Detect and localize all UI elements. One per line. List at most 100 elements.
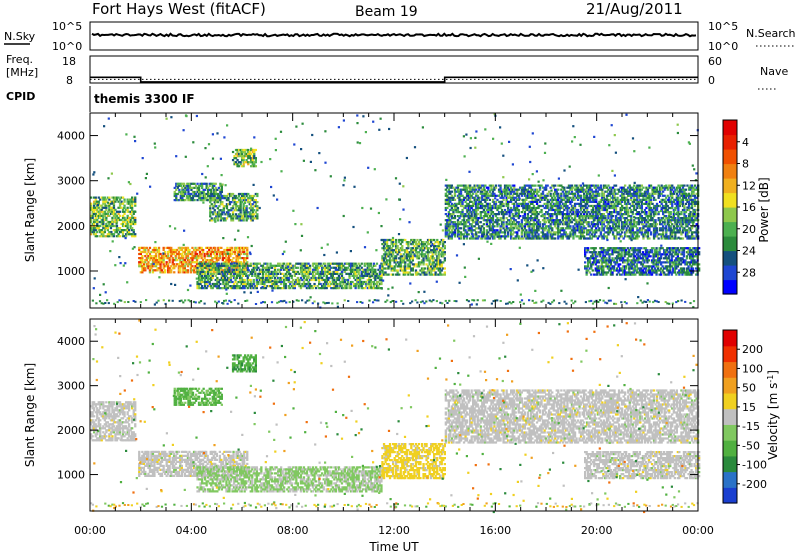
power-cell <box>475 221 478 224</box>
power-cell <box>494 200 498 203</box>
power-cell <box>465 225 469 228</box>
power-cell <box>290 268 293 271</box>
power-cell <box>417 261 421 264</box>
power-cell <box>349 262 353 265</box>
power-cell <box>234 278 237 282</box>
power-cell <box>115 196 119 199</box>
power-cell <box>207 264 210 267</box>
power-cell <box>105 204 108 207</box>
power-cell <box>157 259 161 262</box>
power-cell <box>250 199 253 202</box>
power-cell <box>557 227 560 230</box>
power-cell <box>168 257 171 260</box>
power-cell <box>90 204 93 207</box>
power-cell <box>473 208 476 212</box>
power-cell <box>126 218 129 222</box>
power-cell <box>230 248 234 252</box>
power-cell <box>422 247 425 250</box>
power-cell <box>522 188 525 191</box>
power-cell <box>496 217 499 220</box>
power-cell <box>173 265 176 268</box>
power-cell <box>475 217 478 220</box>
power-cell <box>194 250 197 254</box>
power-cell <box>198 255 202 258</box>
power-cell <box>395 243 398 246</box>
power-cell <box>369 285 372 288</box>
power-cell <box>132 222 135 226</box>
power-cell <box>192 257 196 260</box>
power-cell <box>196 285 199 288</box>
power-cell <box>293 274 296 277</box>
power-cell <box>529 215 533 218</box>
power-cell <box>209 207 212 210</box>
power-cell <box>120 231 123 234</box>
power-cell <box>304 272 307 275</box>
power-cell <box>333 276 336 280</box>
power-cell <box>548 200 551 203</box>
power-cell <box>485 208 488 212</box>
power-cell <box>365 274 368 277</box>
power-cell <box>510 233 513 236</box>
power-cell <box>398 257 401 260</box>
power-cell <box>222 280 225 284</box>
power-cell <box>230 246 234 249</box>
power-cell <box>239 203 242 206</box>
power-cell <box>179 194 182 198</box>
power-cell <box>222 217 225 220</box>
power-cell <box>404 263 407 266</box>
power-cell <box>340 280 344 284</box>
power-cell <box>109 208 113 211</box>
power-cell <box>586 213 589 216</box>
power-cell <box>220 186 223 189</box>
power-cell <box>114 212 117 215</box>
power-cell <box>428 271 431 274</box>
power-cell <box>93 206 96 209</box>
power-cell <box>494 204 498 208</box>
power-cell <box>240 280 243 284</box>
power-cell <box>497 211 501 214</box>
power-cell <box>476 198 479 201</box>
power-cell <box>398 251 401 254</box>
power-cell <box>481 235 484 238</box>
power-cell <box>275 272 278 275</box>
power-cell <box>180 261 183 264</box>
power-cell <box>248 211 251 214</box>
power-cell <box>139 263 142 266</box>
power-cell <box>491 217 495 220</box>
power-cell <box>141 246 144 249</box>
power-cell <box>315 278 318 282</box>
power-cell <box>356 276 359 280</box>
power-cell <box>419 243 422 246</box>
power-cell <box>223 264 227 267</box>
power-cell <box>387 263 390 266</box>
power-cell <box>226 278 230 282</box>
power-cell <box>510 186 513 189</box>
power-cell <box>598 211 601 214</box>
power-cell <box>284 266 287 269</box>
power-cell <box>453 208 457 212</box>
power-cell <box>121 202 125 205</box>
power-cell <box>121 208 125 211</box>
power-cell <box>589 225 592 228</box>
power-cell <box>499 188 502 191</box>
power-cell <box>180 248 183 252</box>
power-cell <box>575 219 578 222</box>
power-cell <box>569 227 572 230</box>
power-cell <box>494 184 498 187</box>
power-cell <box>182 250 185 254</box>
power-cell <box>449 200 452 203</box>
power-cell <box>125 222 128 226</box>
power-cell <box>94 229 97 232</box>
power-cell <box>221 255 224 258</box>
power-cell <box>535 202 539 205</box>
power-cell <box>255 280 258 284</box>
power-cell <box>251 150 254 154</box>
power-cell <box>345 285 348 288</box>
power-cell <box>229 280 233 284</box>
power-cell <box>173 259 176 262</box>
power-cell <box>461 202 464 205</box>
power-cell <box>531 192 534 195</box>
power-cell <box>200 255 203 258</box>
power-cell <box>138 252 141 256</box>
power-cell <box>528 196 531 199</box>
